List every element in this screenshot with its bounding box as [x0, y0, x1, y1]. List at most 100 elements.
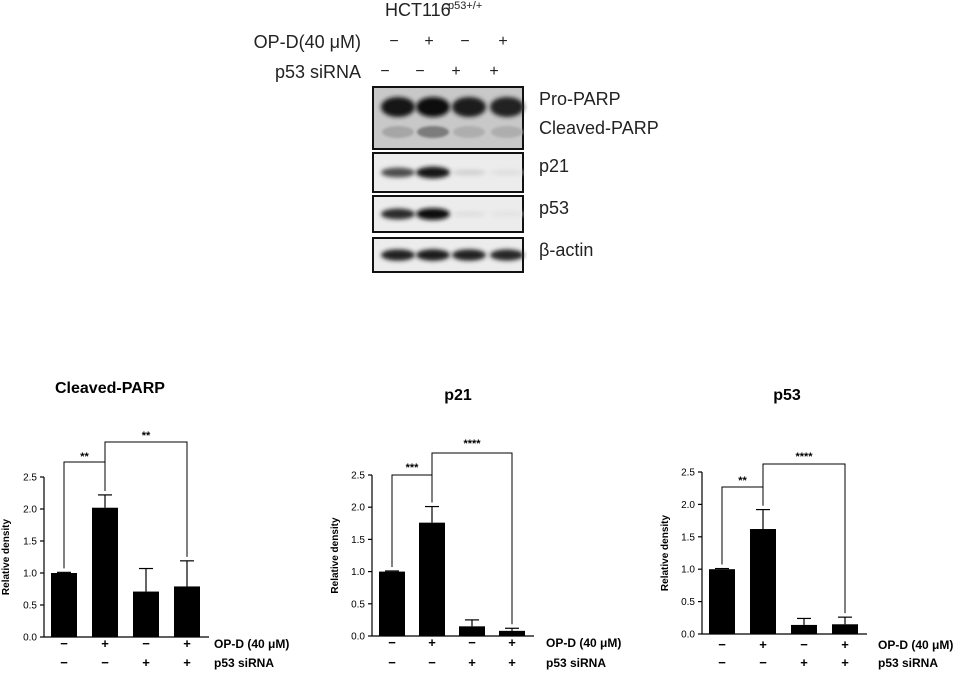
blot-condition-sign: − — [389, 33, 398, 50]
treatment-sign: + — [841, 637, 849, 652]
blot-condition-sign: − — [460, 33, 469, 50]
significance-bracket — [104, 441, 188, 557]
y-tick-label: 0.5 — [23, 601, 37, 612]
blot-condition-sign: + — [424, 33, 433, 50]
y-tick-label: 0.5 — [681, 597, 695, 608]
treatment-label: OP-D (40 μM) — [546, 636, 621, 650]
blot-band-label: β-actin — [539, 240, 593, 260]
y-axis-label: Relative density — [1, 518, 12, 595]
treatment-sign: − — [60, 636, 68, 651]
blot-panel-frame — [372, 86, 524, 150]
blot-band — [452, 249, 486, 261]
blot-condition-sign: + — [451, 63, 460, 80]
bar — [709, 569, 735, 634]
y-axis-label: Relative density — [660, 514, 671, 591]
bar — [832, 624, 858, 634]
treatment-label: OP-D (40 μM) — [214, 637, 289, 651]
blot-band-cleaved — [382, 126, 414, 138]
treatment-sign: + — [800, 655, 808, 670]
bar-chart: p21 0.0 0.5 1.0 1.5 2.0 2.5 Relative density ***… — [330, 387, 621, 670]
y-tick-label: 1.0 — [351, 567, 365, 578]
blot-band — [490, 249, 524, 261]
blot-band-label: p53 — [539, 198, 569, 218]
treatment-sign: − — [388, 635, 396, 650]
blot-band — [416, 166, 450, 179]
blot-panel: Pro-PARP Cleaved-PARP — [372, 86, 659, 150]
blot-condition-label: OP-D(40 μM) — [254, 32, 361, 52]
blot-band-cleaved — [417, 126, 449, 138]
treatment-sign: + — [428, 635, 436, 650]
significance-label: **** — [795, 451, 813, 463]
treatment-sign: − — [428, 655, 436, 670]
y-tick-label: 1.5 — [23, 537, 37, 548]
chart-title: p21 — [444, 387, 472, 404]
treatment-sign: − — [800, 637, 808, 652]
bar — [133, 591, 159, 637]
treatment-sign: + — [508, 655, 516, 670]
blot-conditions: OP-D(40 μM) − + − +p53 siRNA − − + + — [254, 32, 508, 82]
blot-band — [416, 208, 450, 220]
y-tick-label: 1.0 — [23, 569, 37, 580]
bar — [92, 507, 118, 637]
blot-band — [381, 208, 415, 220]
blot-band — [490, 169, 524, 176]
cell-line-genotype: p53+/+ — [448, 0, 482, 12]
significance-bracket — [431, 452, 513, 625]
chart-title: p53 — [773, 387, 801, 404]
blot-band — [490, 211, 524, 217]
y-tick-label: 1.5 — [351, 535, 365, 546]
bar — [51, 573, 77, 637]
blot-band-label: Cleaved-PARP — [539, 118, 659, 138]
treatment-sign: + — [468, 655, 476, 670]
y-tick-label: 0.0 — [23, 633, 37, 644]
treatment-label: p53 siRNA — [546, 656, 606, 670]
blot-condition-sign: − — [380, 63, 389, 80]
bar — [791, 624, 817, 634]
blot-panel: β-actin — [372, 237, 593, 273]
bar — [750, 529, 776, 634]
treatment-sign: − — [759, 655, 767, 670]
blot-panels: Pro-PARP Cleaved-PARP p21 p53 β-actin — [372, 86, 659, 273]
blot-band — [452, 211, 486, 217]
bar — [499, 630, 525, 636]
bar — [419, 522, 445, 636]
significance-label: ** — [738, 475, 747, 487]
significance-bracket — [762, 463, 846, 614]
blot-band-label: p21 — [539, 156, 569, 176]
blot-band — [381, 167, 415, 178]
y-tick-label: 2.5 — [351, 471, 365, 482]
bar-charts: Cleaved-PARP 0.0 0.5 1.0 1.5 2.0 2.5 Relative d… — [1, 380, 953, 670]
treatment-sign: + — [101, 636, 109, 651]
treatment-sign: − — [101, 655, 109, 670]
treatment-label: p53 siRNA — [214, 656, 274, 670]
treatment-sign: − — [718, 637, 726, 652]
blot-panel: p21 — [372, 152, 569, 193]
y-tick-label: 0.5 — [351, 599, 365, 610]
blot-condition-sign: − — [415, 63, 424, 80]
cell-line-label: HCT116 — [385, 0, 451, 20]
blot-condition-label: p53 siRNA — [275, 62, 361, 82]
y-tick-label: 0.0 — [351, 632, 365, 643]
treatment-sign: + — [841, 655, 849, 670]
blot-band — [416, 249, 450, 261]
blot-band — [381, 97, 415, 117]
treatment-sign: − — [388, 655, 396, 670]
bar — [459, 626, 485, 636]
blot-band — [416, 97, 450, 117]
significance-label: *** — [406, 462, 420, 474]
blot-condition-sign: + — [489, 63, 498, 80]
treatment-sign: − — [142, 636, 150, 651]
blot-band — [490, 97, 524, 117]
y-axis-label: Relative density — [330, 517, 341, 594]
blot-band-label: Pro-PARP — [539, 89, 621, 109]
blot-panel: p53 — [372, 195, 569, 233]
treatment-sign: + — [183, 655, 191, 670]
y-tick-label: 2.0 — [351, 503, 365, 514]
y-tick-label: 2.5 — [23, 473, 37, 484]
y-tick-label: 2.5 — [681, 468, 695, 479]
blot-band — [381, 249, 415, 261]
bar-chart: Cleaved-PARP 0.0 0.5 1.0 1.5 2.0 2.5 Relative d… — [1, 380, 289, 670]
blot-band-cleaved — [491, 126, 523, 138]
